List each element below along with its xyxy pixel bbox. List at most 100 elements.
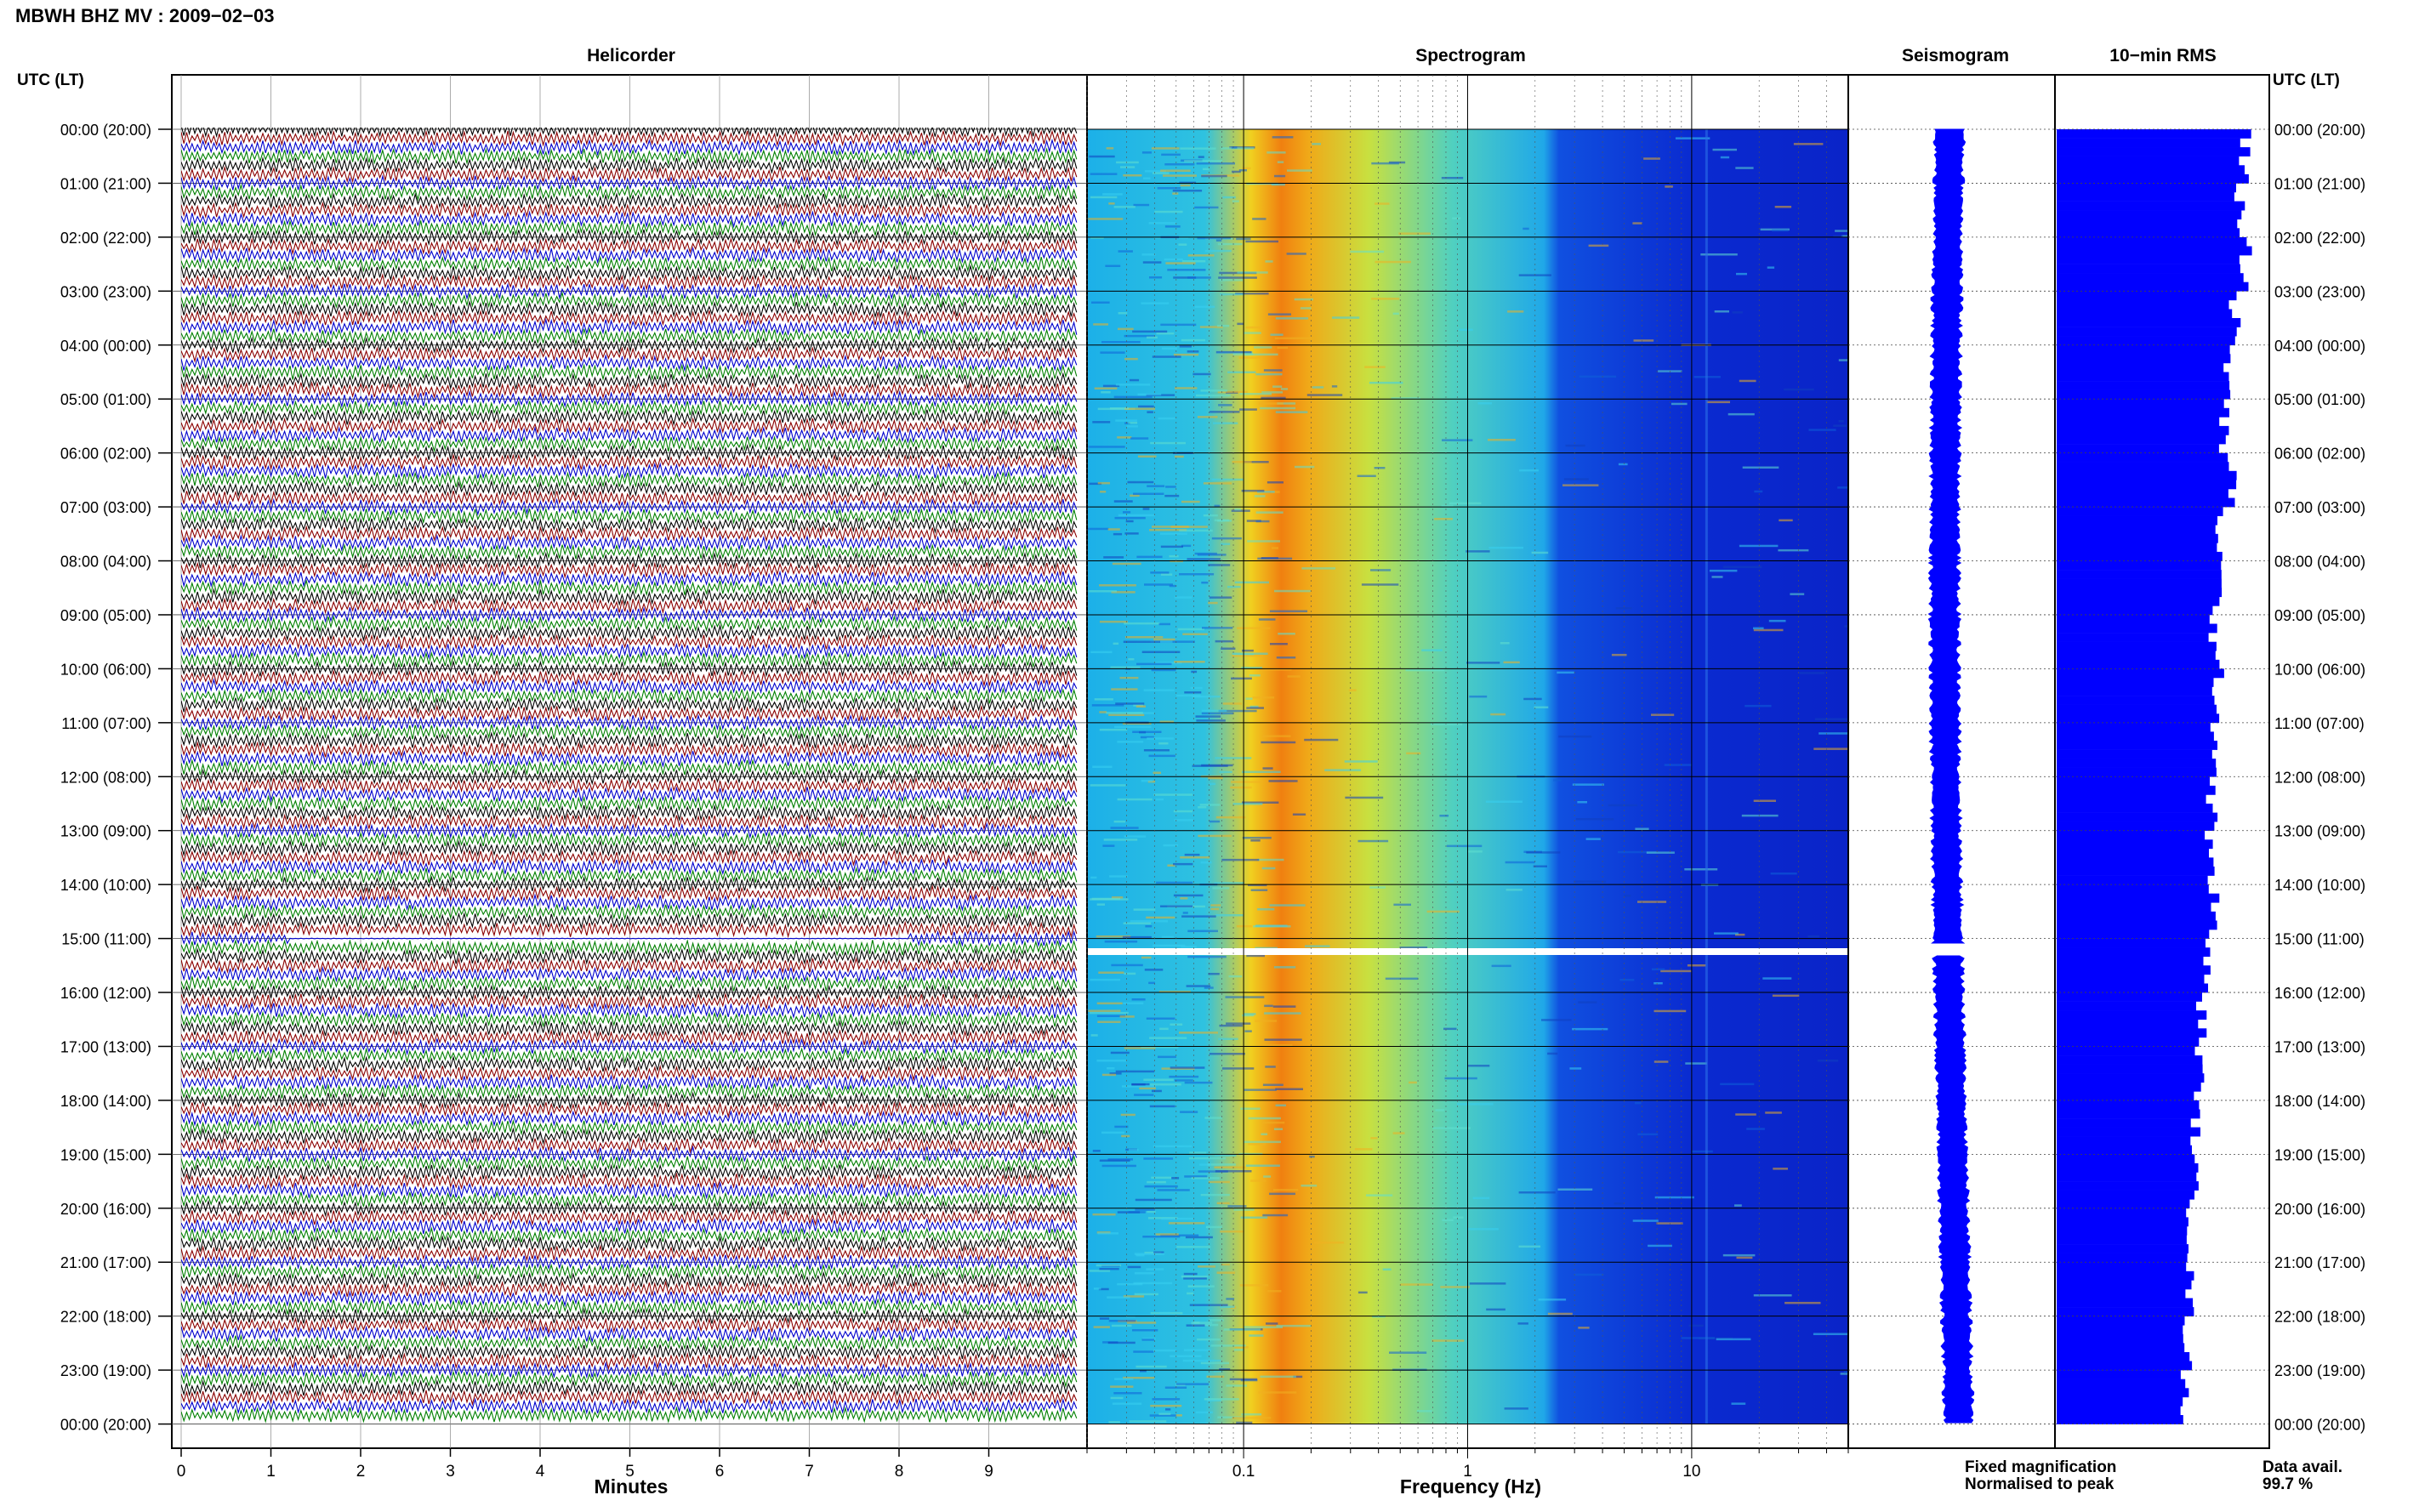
spectrogram-streak bbox=[1813, 747, 1852, 750]
spectrogram-streak bbox=[1217, 520, 1232, 522]
spectrogram-streak bbox=[1200, 1193, 1230, 1197]
spectrogram-streak bbox=[1472, 1197, 1490, 1200]
spectrogram-streak bbox=[1236, 925, 1252, 928]
rms-bar bbox=[2057, 1154, 2195, 1164]
spectrogram-streak bbox=[1523, 697, 1542, 701]
helicorder-trace-row bbox=[181, 273, 1078, 292]
spectrogram-streak bbox=[1137, 455, 1157, 458]
helicorder-trace-row bbox=[181, 1262, 1078, 1281]
left-hour-label: 16:00 (12:00) bbox=[60, 985, 151, 1002]
rms-bar bbox=[2057, 299, 2229, 310]
spectrogram-streak bbox=[1199, 1163, 1211, 1166]
rms-bar bbox=[2057, 1100, 2200, 1110]
rms-bar bbox=[2057, 1091, 2194, 1101]
spectrogram-streak bbox=[1160, 905, 1193, 907]
spectrogram-streak bbox=[1219, 1024, 1244, 1027]
helicorder-trace-row bbox=[181, 228, 1078, 247]
spectrogram-streak bbox=[1089, 1011, 1129, 1015]
rms-bar bbox=[2057, 1118, 2191, 1128]
spectrogram-streak bbox=[1173, 810, 1192, 813]
helicorder-trace-row bbox=[181, 317, 1078, 336]
spectrogram-streak bbox=[1249, 1334, 1264, 1337]
spectrogram-streak bbox=[1258, 402, 1283, 405]
spectrogram-streak bbox=[1271, 491, 1280, 493]
spectrogram-streak bbox=[1244, 1013, 1256, 1015]
rms-bar bbox=[2057, 1028, 2207, 1038]
rms-bar bbox=[2057, 1190, 2194, 1200]
rms-bar bbox=[2057, 246, 2252, 256]
spectrogram-streak bbox=[1833, 424, 1847, 427]
rms-bar bbox=[2057, 1037, 2200, 1047]
spectrogram-streak bbox=[1523, 227, 1529, 230]
spectrogram-streak bbox=[1215, 239, 1222, 242]
spectrogram-streak bbox=[1128, 1148, 1139, 1151]
spectrogram-streak bbox=[1203, 514, 1218, 517]
spectrogram-streak bbox=[1149, 276, 1163, 279]
spectrogram-x-tick-label: 1 bbox=[1463, 1463, 1472, 1481]
spectrogram-streak bbox=[1237, 627, 1271, 629]
spectrogram-streak bbox=[1191, 1177, 1220, 1179]
helicorder-trace-row bbox=[181, 1028, 1078, 1047]
rms-bar bbox=[2057, 327, 2237, 337]
spectrogram-streak bbox=[1126, 425, 1138, 428]
spectrogram-streak bbox=[1091, 301, 1110, 304]
helicorder-trace-row bbox=[181, 246, 1078, 264]
spectrogram-streak bbox=[1262, 735, 1291, 737]
left-hour-label: 14:00 (10:00) bbox=[60, 877, 151, 894]
spectrogram-streak bbox=[1541, 1019, 1572, 1021]
spectrogram-streak bbox=[1278, 633, 1295, 635]
spectrogram-streak bbox=[1182, 1359, 1221, 1362]
spectrogram-streak bbox=[1249, 705, 1259, 708]
spectrogram-streak bbox=[1392, 312, 1399, 315]
right-hour-label: 23:00 (19:00) bbox=[2274, 1362, 2365, 1379]
helicorder-trace-row bbox=[181, 1270, 1078, 1289]
spectrogram-streak bbox=[1245, 697, 1253, 700]
helicorder-trace-row bbox=[181, 1191, 1078, 1208]
spectrogram-streak bbox=[1221, 858, 1260, 861]
rms-bar bbox=[2057, 1343, 2185, 1353]
spectrogram-streak bbox=[1113, 642, 1119, 645]
spectrogram-streak bbox=[1466, 1228, 1499, 1231]
spectrogram-streak bbox=[1210, 907, 1220, 911]
spectrogram-streak bbox=[1123, 640, 1160, 643]
spectrogram-streak bbox=[1255, 511, 1283, 514]
spectrogram-streak bbox=[1127, 1265, 1141, 1269]
spectrogram-streak bbox=[1722, 1253, 1756, 1257]
spectrogram-streak bbox=[1092, 421, 1111, 423]
spectrogram-panel: 0.1 1 10 Frequency (Hz) bbox=[1086, 74, 1882, 1498]
spectrogram-streak bbox=[1239, 408, 1257, 411]
spectrogram-streak bbox=[1813, 1333, 1851, 1335]
spectrogram-streak bbox=[1208, 564, 1231, 566]
helicorder-trace-row bbox=[181, 624, 1078, 642]
spectrogram-streak bbox=[1313, 1242, 1345, 1244]
rms-bar bbox=[2057, 1253, 2188, 1263]
spectrogram-streak bbox=[1124, 407, 1156, 410]
spectrogram-streak bbox=[1370, 1137, 1378, 1140]
spectrogram-streak bbox=[1181, 915, 1216, 918]
spectrogram-streak bbox=[1153, 638, 1175, 641]
spectrogram-streak bbox=[1090, 236, 1104, 239]
helicorder-trace-row bbox=[181, 1083, 1078, 1100]
spectrogram-streak bbox=[1165, 486, 1176, 488]
spectrogram-streak bbox=[1637, 1133, 1659, 1136]
spectrogram-streak bbox=[1153, 793, 1192, 796]
spectrogram-streak bbox=[1416, 1410, 1432, 1413]
left-hour-label: 06:00 (02:00) bbox=[60, 446, 151, 463]
helicorder-trace-row bbox=[181, 794, 1078, 813]
spectrogram-streak bbox=[1735, 167, 1754, 169]
spectrogram-streak bbox=[1577, 801, 1587, 804]
spectrogram-streak bbox=[1712, 148, 1737, 151]
spectrogram-streak bbox=[1837, 486, 1849, 489]
spectrogram-streak bbox=[1246, 520, 1261, 522]
spectrogram-streak bbox=[1187, 254, 1215, 257]
spectrogram-streak bbox=[1179, 345, 1192, 348]
helicorder-trace-row bbox=[181, 1307, 1078, 1325]
spectrogram-streak bbox=[1142, 261, 1162, 264]
right-hour-label: 04:00 (00:00) bbox=[2274, 338, 2365, 355]
spectrogram-streak bbox=[1753, 799, 1776, 802]
spectrogram-streak bbox=[1244, 353, 1278, 356]
spectrogram-streak bbox=[1304, 738, 1339, 742]
helicorder-trace-row bbox=[181, 912, 1078, 929]
spectrogram-streak bbox=[1244, 1089, 1277, 1091]
spectrogram-streak bbox=[1147, 737, 1174, 740]
